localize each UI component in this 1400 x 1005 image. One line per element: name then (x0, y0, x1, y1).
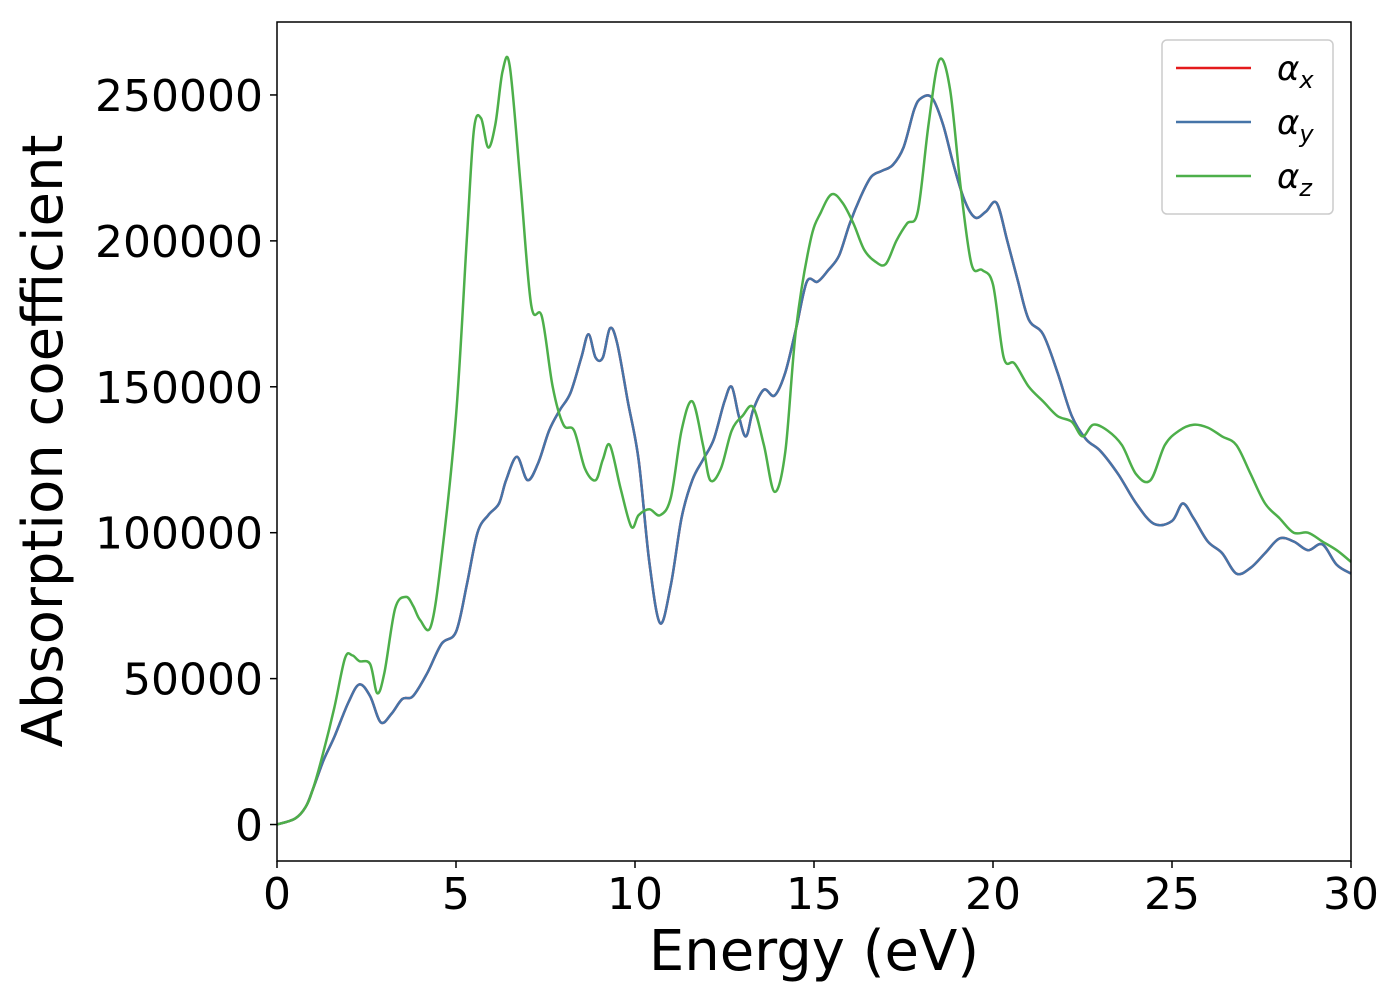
series-line-y (276, 94, 1352, 826)
series-line-z (276, 55, 1352, 826)
legend-label-x: αx (1277, 49, 1314, 94)
x-tick-label: 25 (1144, 869, 1200, 920)
x-axis-ticks: 0 5 10 15 20 25 30 (263, 861, 1379, 920)
x-tick-label: 0 (263, 869, 291, 920)
legend: αx αy αz (1161, 39, 1334, 215)
y-axis-title: Absorption coefficient (11, 135, 76, 748)
y-tick-label: 0 (235, 801, 263, 852)
y-tick-label: 200000 (95, 217, 263, 268)
y-tick-label: 100000 (95, 509, 263, 560)
y-tick-label: 150000 (95, 363, 263, 414)
x-axis-title: Energy (eV) (649, 919, 979, 984)
y-axis-ticks: 0 50000 100000 150000 200000 250000 (95, 71, 277, 852)
x-tick-label: 5 (442, 869, 470, 920)
x-tick-label: 20 (965, 869, 1021, 920)
y-tick-label: 250000 (95, 71, 263, 122)
x-tick-label: 30 (1323, 869, 1379, 920)
legend-label-z: αz (1277, 157, 1313, 202)
x-tick-label: 15 (786, 869, 842, 920)
legend-label-y: αy (1277, 103, 1314, 148)
y-tick-label: 50000 (123, 655, 263, 706)
series-lines (276, 55, 1352, 826)
legend-box (1161, 39, 1334, 215)
x-tick-label: 10 (607, 869, 663, 920)
